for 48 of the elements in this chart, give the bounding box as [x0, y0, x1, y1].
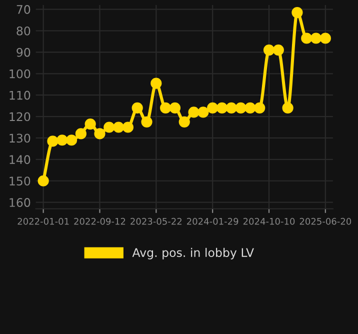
point: [160, 102, 172, 114]
y-tick-label: 120: [10, 112, 30, 122]
point: [272, 44, 284, 56]
y-tick-label: 160: [10, 198, 30, 207]
point: [188, 106, 200, 118]
point: [254, 102, 266, 114]
point: [301, 32, 312, 44]
point: [178, 116, 190, 128]
point: [122, 122, 134, 133]
y-tick-label: 150: [10, 176, 30, 186]
x-tick-label: 2024-01-29: [187, 218, 238, 225]
point: [292, 6, 303, 18]
point: [66, 134, 78, 146]
point: [112, 122, 124, 133]
y-tick-label: 90: [16, 48, 30, 57]
point: [132, 102, 143, 114]
y-tick-label: 110: [10, 90, 30, 100]
point: [244, 102, 256, 114]
point: [169, 102, 181, 114]
legend-label: Avg. pos. in lobby LV: [132, 248, 254, 260]
point: [75, 128, 86, 140]
point: [150, 78, 162, 89]
point: [263, 44, 275, 56]
y-tick-label: 80: [16, 26, 30, 36]
point: [56, 134, 68, 146]
point: [104, 122, 115, 133]
y-tick-label: 130: [10, 134, 30, 143]
point: [198, 106, 209, 118]
point: [94, 128, 106, 140]
point: [216, 102, 228, 114]
point: [226, 102, 237, 114]
x-tick-label: 2024-10-10: [243, 218, 295, 225]
point: [47, 136, 58, 147]
x-tick-label: 2025-06-20: [300, 218, 352, 225]
y-tick-label: 70: [16, 5, 30, 14]
y-tick-label: 140: [10, 155, 30, 164]
point: [207, 102, 218, 114]
x-tick-label: 2022-01-01: [18, 218, 69, 225]
point: [38, 175, 49, 186]
x-tick-label: 2022-09-12: [74, 218, 126, 225]
point: [310, 32, 322, 44]
x-tick-label: 2023-05-22: [130, 218, 182, 225]
point: [320, 32, 331, 44]
point: [235, 102, 246, 114]
point: [282, 102, 294, 114]
point: [141, 116, 152, 128]
point: [84, 118, 96, 130]
y-tick-label: 100: [10, 69, 30, 78]
